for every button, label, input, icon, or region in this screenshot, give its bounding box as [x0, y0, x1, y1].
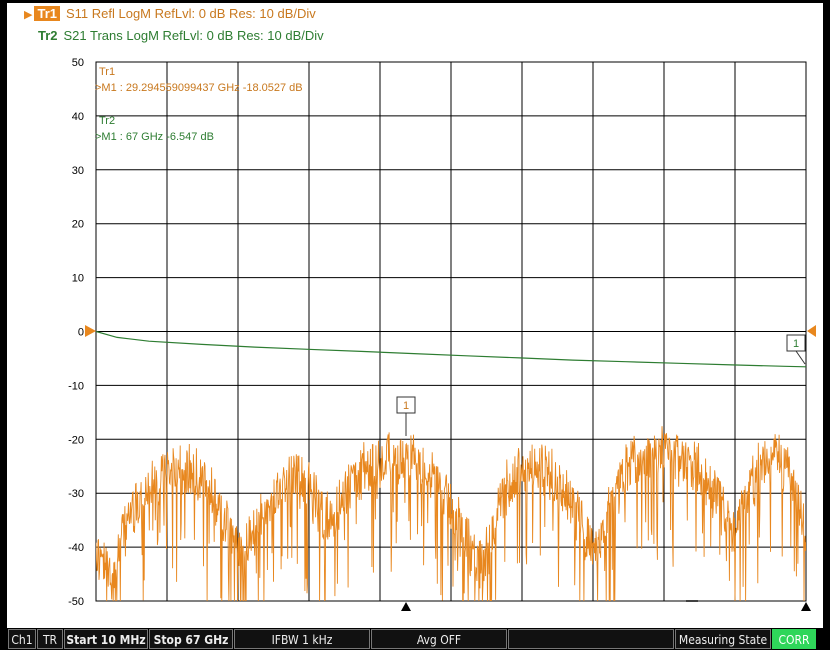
trace2-badge[interactable]: Tr2	[38, 28, 58, 43]
trace1-s11-line	[96, 426, 806, 601]
marker1-stimulus-icon[interactable]	[401, 602, 411, 611]
marker2-tag-text: 1	[793, 338, 799, 350]
trace1-badge[interactable]: Tr1	[34, 6, 60, 21]
channel-indicator[interactable]: Ch1	[8, 629, 36, 649]
stop-frequency[interactable]: Stop 67 GHz	[149, 629, 233, 649]
measuring-state: Measuring State	[675, 629, 771, 649]
measurement-plot[interactable]: 50 40 30 20 10 0 -10 -20 -30 -40 -50 Tr1 >M1 : 29.…	[0, 0, 830, 628]
y-tick-label: 20	[72, 219, 84, 231]
marker-trace2-readout: >M1 : 67 GHz -6.547 dB	[95, 131, 214, 143]
start-frequency[interactable]: Start 10 MHz	[64, 629, 148, 649]
trace1-header[interactable]: ▶ Tr1 S11 Refl LogM RefLvl: 0 dB Res: 10 d…	[24, 6, 316, 21]
marker1-tag-text: 1	[403, 400, 409, 412]
traces	[96, 330, 806, 601]
top-bezel	[0, 0, 830, 3]
y-tick-label: -10	[68, 380, 84, 392]
marker2-leader	[795, 350, 806, 365]
status-bar: Ch1 TR Start 10 MHz Stop 67 GHz IFBW 1 k…	[0, 628, 830, 650]
y-axis-labels: 50 40 30 20 10 0 -10 -20 -30 -40 -50	[68, 57, 84, 608]
marker-layer: Tr1 >M1 : 29.294559099437 GHz -18.0527 d…	[85, 66, 816, 611]
trace2-header[interactable]: Tr2 S21 Trans LogM RefLvl: 0 dB Res: 10 d…	[38, 28, 324, 43]
trigger-indicator[interactable]: TR	[37, 629, 63, 649]
left-bezel	[0, 0, 7, 628]
marker-trace2-label: Tr2	[99, 115, 115, 127]
trace1-settings: S11 Refl LogM RefLvl: 0 dB Res: 10 dB/Di…	[65, 6, 316, 21]
ref-level-right-icon[interactable]	[807, 325, 816, 337]
trace2-s21-line	[96, 330, 806, 368]
y-tick-label: -50	[68, 596, 84, 608]
averaging-setting[interactable]: Avg OFF	[371, 629, 507, 649]
y-tick-label: -20	[68, 434, 84, 446]
marker2-stimulus-icon[interactable]	[801, 602, 811, 611]
y-tick-label: 50	[72, 57, 84, 69]
plot-grid	[95, 61, 807, 602]
marker-trace1-label: Tr1	[99, 66, 115, 78]
correction-badge[interactable]: CORR	[772, 629, 816, 649]
y-tick-label: 40	[72, 111, 84, 123]
status-blank-field	[508, 629, 674, 649]
y-tick-label: 30	[72, 165, 84, 177]
y-tick-label: 0	[78, 327, 84, 339]
active-trace-arrow-icon: ▶	[24, 9, 33, 21]
y-tick-label: 10	[72, 273, 84, 285]
trace2-settings: S21 Trans LogM RefLvl: 0 dB Res: 10 dB/D…	[63, 28, 324, 43]
ref-level-left-icon[interactable]	[85, 325, 96, 337]
y-tick-label: -30	[68, 488, 84, 500]
y-tick-label: -40	[68, 542, 84, 554]
right-bezel	[823, 0, 830, 628]
ifbw-setting[interactable]: IFBW 1 kHz	[234, 629, 370, 649]
marker-trace1-readout: >M1 : 29.294559099437 GHz -18.0527 dB	[95, 82, 303, 94]
